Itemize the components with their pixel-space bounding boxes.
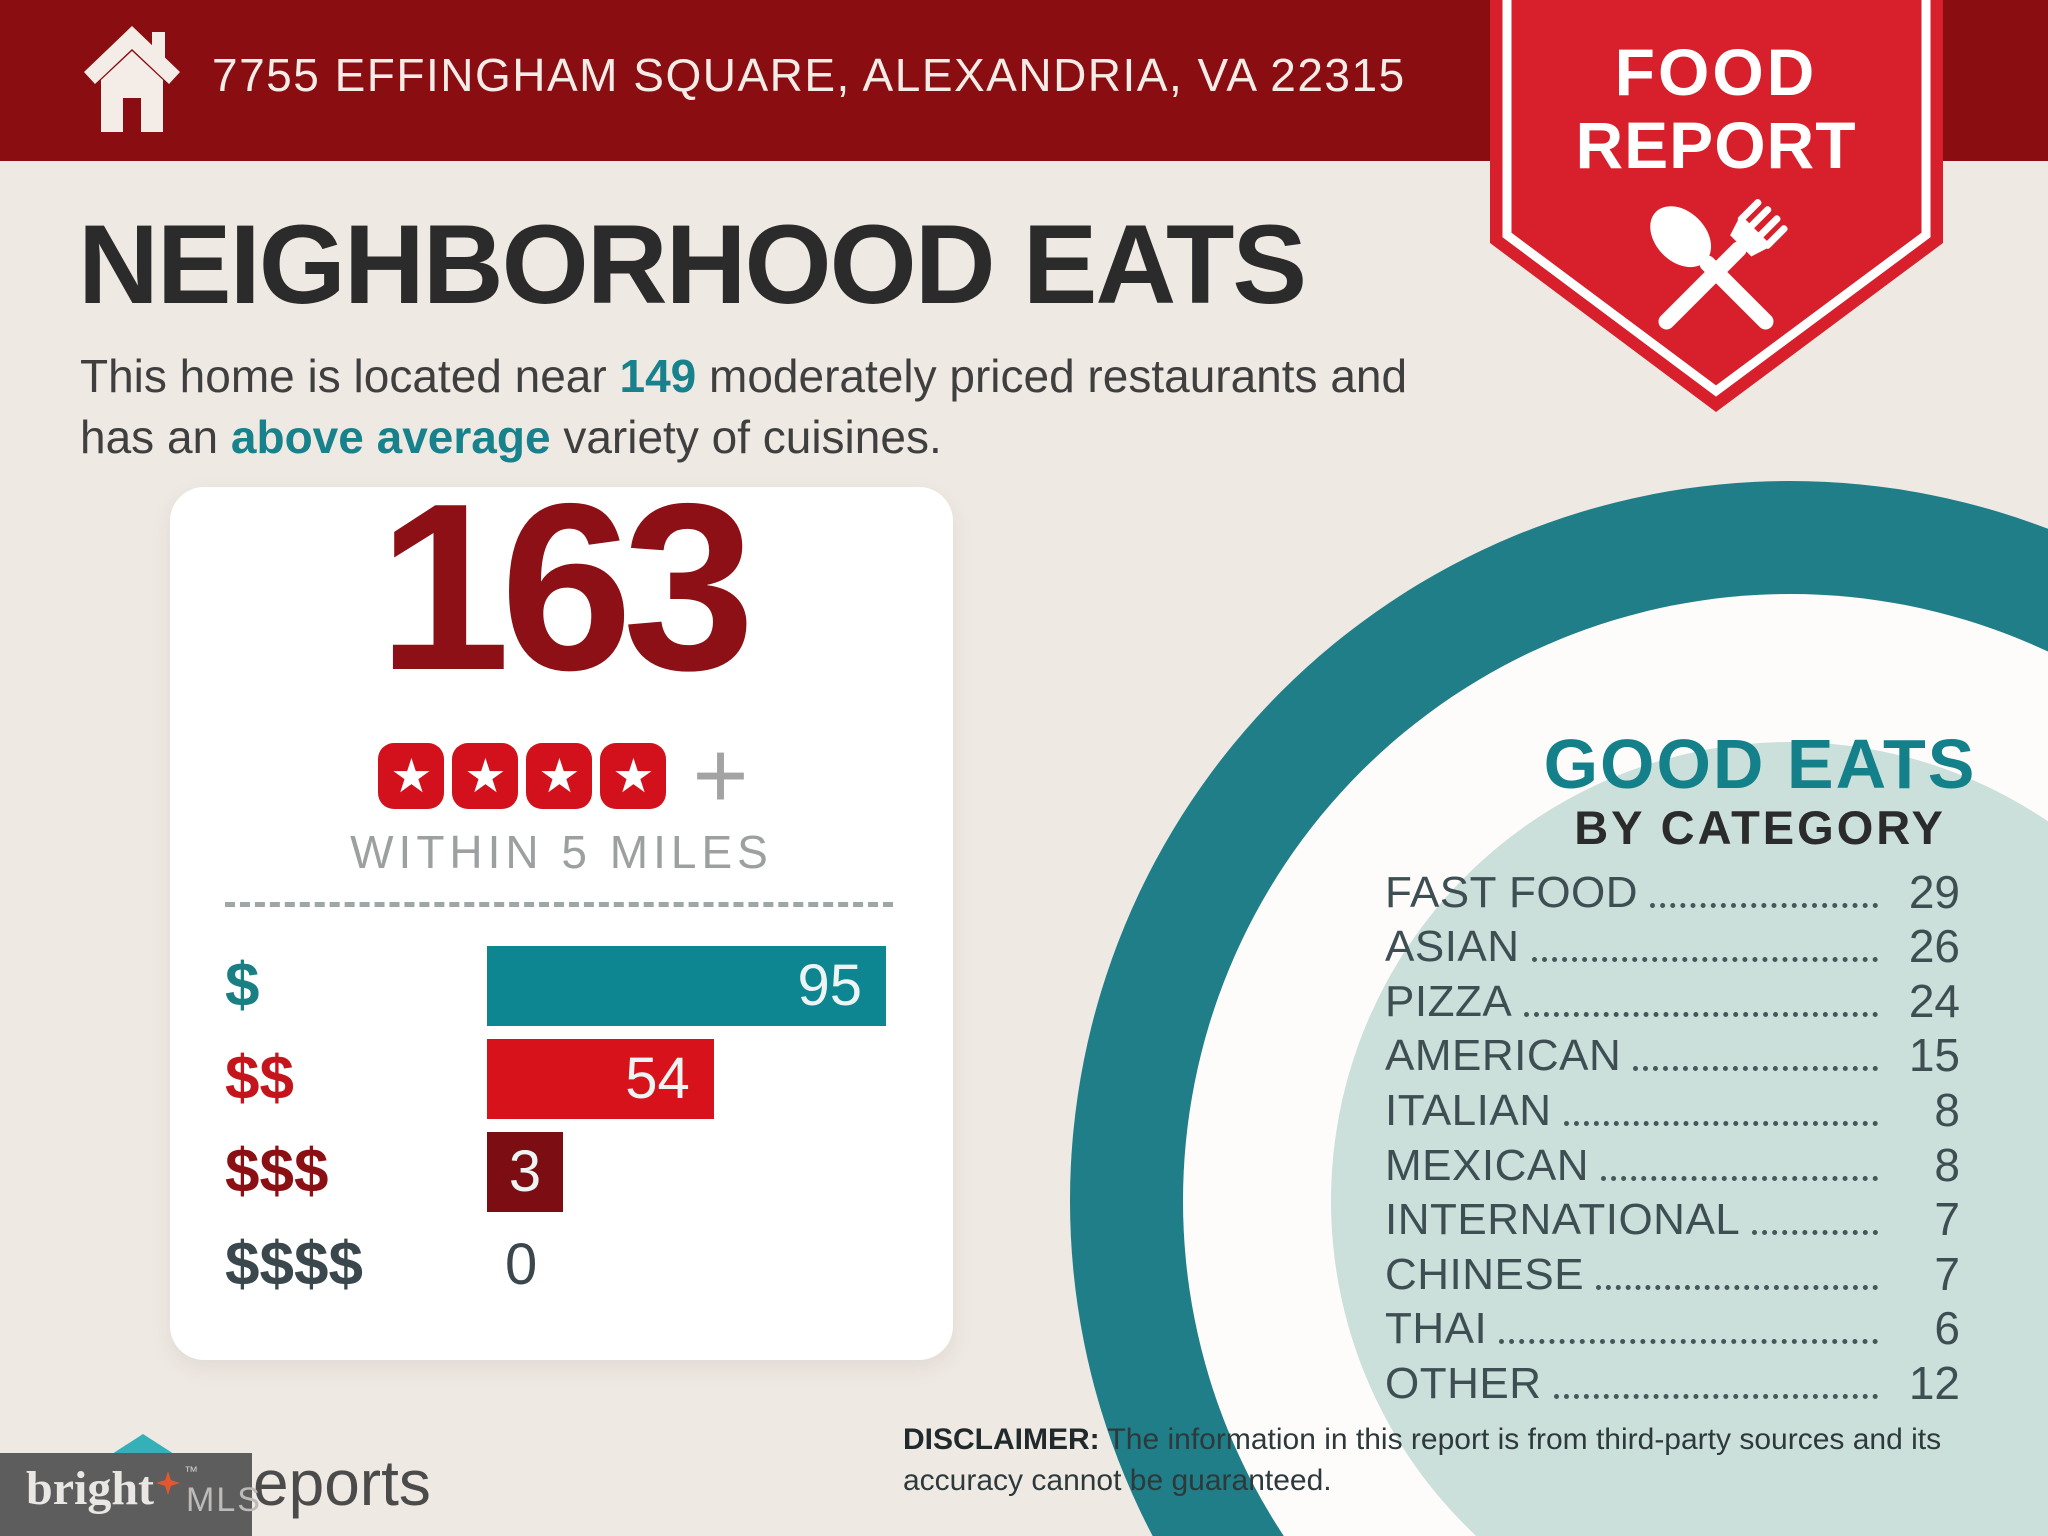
category-label: CHINESE xyxy=(1385,1249,1585,1299)
category-value: 29 xyxy=(1908,865,1960,918)
disclaimer-text: DISCLAIMER: The information in this repo… xyxy=(903,1420,1941,1501)
category-label: PIZZA xyxy=(1385,976,1513,1026)
bar: 95 xyxy=(487,945,886,1026)
intro-text: This home is located near 149 moderately… xyxy=(80,346,1407,467)
plus-icon: + xyxy=(692,722,749,829)
dotted-leader xyxy=(1650,902,1878,908)
category-label: FAST FOOD xyxy=(1385,867,1639,917)
dotted-leader xyxy=(1531,957,1878,963)
bar-value: 3 xyxy=(508,1138,542,1204)
category-value: 24 xyxy=(1908,974,1960,1027)
category-label: AMERICAN xyxy=(1385,1031,1622,1081)
dashed-divider xyxy=(225,902,893,907)
bar-value: 95 xyxy=(797,952,862,1018)
category-value: 12 xyxy=(1908,1356,1960,1409)
dotted-leader xyxy=(1553,1393,1878,1399)
price-bar-chart: $95 $$ 54 $$$ 3 $$$$ 0 xyxy=(170,939,953,1311)
category-row: ITALIAN 8 xyxy=(1385,1078,1960,1133)
trademark-symbol: ™ xyxy=(184,1463,198,1479)
disclaimer-line2: accuracy cannot be guaranteed. xyxy=(903,1463,1332,1497)
bright-logo-star-icon xyxy=(156,1471,180,1495)
bar: 3 xyxy=(487,1131,563,1212)
category-row: FAST FOOD 29 xyxy=(1385,860,1960,915)
star-icon: ★ xyxy=(600,743,667,809)
good-eats-title: GOOD EATS xyxy=(1543,725,1977,803)
partial-reports-logo: eports xyxy=(253,1447,431,1519)
intro-part4: variety of cuisines. xyxy=(550,410,942,463)
category-label: ITALIAN xyxy=(1385,1085,1552,1135)
bright-mls-watermark: bright ™ MLS xyxy=(0,1453,260,1536)
category-label: MEXICAN xyxy=(1385,1140,1589,1190)
category-row: PIZZA 24 xyxy=(1385,969,1960,1024)
category-row: AMERICAN 15 xyxy=(1385,1024,1960,1082)
category-row: ASIAN 26 xyxy=(1385,915,1960,973)
total-restaurant-count: 163 xyxy=(377,455,755,720)
food-report-badge: FOOD REPORT xyxy=(1490,0,1943,412)
dotted-leader xyxy=(1752,1230,1878,1236)
partial-logo-diamond-icon xyxy=(112,1434,174,1454)
badge-line2: REPORT xyxy=(1575,108,1856,182)
dotted-leader xyxy=(1600,1175,1878,1181)
badge-line1: FOOD xyxy=(1615,35,1818,109)
restaurant-summary-card: 163 ★ ★ ★ ★ + WITHIN 5 MILES $95 $$ 54 $$$ 3 $$$$… xyxy=(170,469,953,1360)
dotted-leader xyxy=(1499,1339,1878,1345)
category-value: 15 xyxy=(1908,1029,1960,1082)
bar-value-zero: 0 xyxy=(505,1231,538,1297)
spoon-fork-icon xyxy=(1650,198,1788,330)
intro-part3: has an xyxy=(80,410,231,463)
price-tier-label: $$ xyxy=(225,1043,294,1113)
price-tier-label: $ xyxy=(225,950,260,1020)
category-value: 26 xyxy=(1908,920,1960,973)
bar-value: 54 xyxy=(625,1045,690,1111)
bar: 54 xyxy=(487,1038,714,1119)
category-row: THAI 6 xyxy=(1385,1297,1960,1355)
star-icon: ★ xyxy=(526,743,593,809)
restaurant-count: 149 xyxy=(619,350,697,402)
category-value: 7 xyxy=(1934,1247,1960,1300)
intro-part2: moderately priced restaurants and xyxy=(696,350,1408,402)
good-eats-circle xyxy=(1070,481,2048,1536)
home-icon xyxy=(84,26,180,132)
variety-highlight: above average xyxy=(230,410,551,463)
star-icon: ★ xyxy=(378,743,445,809)
dotted-leader xyxy=(1633,1066,1878,1072)
disclaimer-line1: The information in this report is from t… xyxy=(1099,1423,1942,1456)
bar-row: $95 xyxy=(170,939,953,1032)
good-eats-list: FAST FOOD 29 ASIAN 26 PIZZA 24 AMERICAN 15 ITALI… xyxy=(1385,860,1960,1406)
radius-label: WITHIN 5 MILES xyxy=(350,826,773,878)
star-icon: ★ xyxy=(452,743,519,809)
property-address: 7755 EFFINGHAM SQUARE, ALEXANDRIA, VA 22… xyxy=(212,49,1406,101)
category-value: 8 xyxy=(1934,1083,1960,1136)
category-row: MEXICAN 8 xyxy=(1385,1133,1960,1188)
dotted-leader xyxy=(1524,1011,1878,1017)
intro-part1: This home is located near xyxy=(80,350,620,402)
page-title: NEIGHBORHOOD EATS xyxy=(78,202,1307,327)
category-label: ASIAN xyxy=(1385,922,1520,972)
bar-row: $$ 54 xyxy=(170,1032,953,1125)
category-value: 8 xyxy=(1934,1138,1960,1191)
bar-row: $$$$ 0 xyxy=(170,1218,953,1311)
bright-logo-text: bright xyxy=(26,1462,155,1515)
category-label: INTERNATIONAL xyxy=(1385,1195,1741,1245)
dotted-leader xyxy=(1563,1120,1878,1126)
category-row: INTERNATIONAL 7 xyxy=(1385,1188,1960,1246)
good-eats-subtitle: BY CATEGORY xyxy=(1574,801,1946,854)
dotted-leader xyxy=(1596,1284,1878,1290)
category-label: THAI xyxy=(1385,1304,1488,1354)
category-value: 7 xyxy=(1934,1193,1960,1246)
category-label: OTHER xyxy=(1385,1358,1542,1408)
price-tier-label: $$$ xyxy=(225,1136,329,1206)
category-row: OTHER 12 xyxy=(1385,1351,1960,1406)
bar-row: $$$ 3 xyxy=(170,1125,953,1218)
mls-logo-text: MLS xyxy=(186,1481,262,1519)
disclaimer-label: DISCLAIMER: xyxy=(903,1423,1100,1456)
price-tier-label: $$$$ xyxy=(225,1229,363,1299)
star-rating: ★ ★ ★ ★ + xyxy=(170,722,953,829)
category-row: CHINESE 7 xyxy=(1385,1242,1960,1297)
category-value: 6 xyxy=(1934,1302,1960,1355)
